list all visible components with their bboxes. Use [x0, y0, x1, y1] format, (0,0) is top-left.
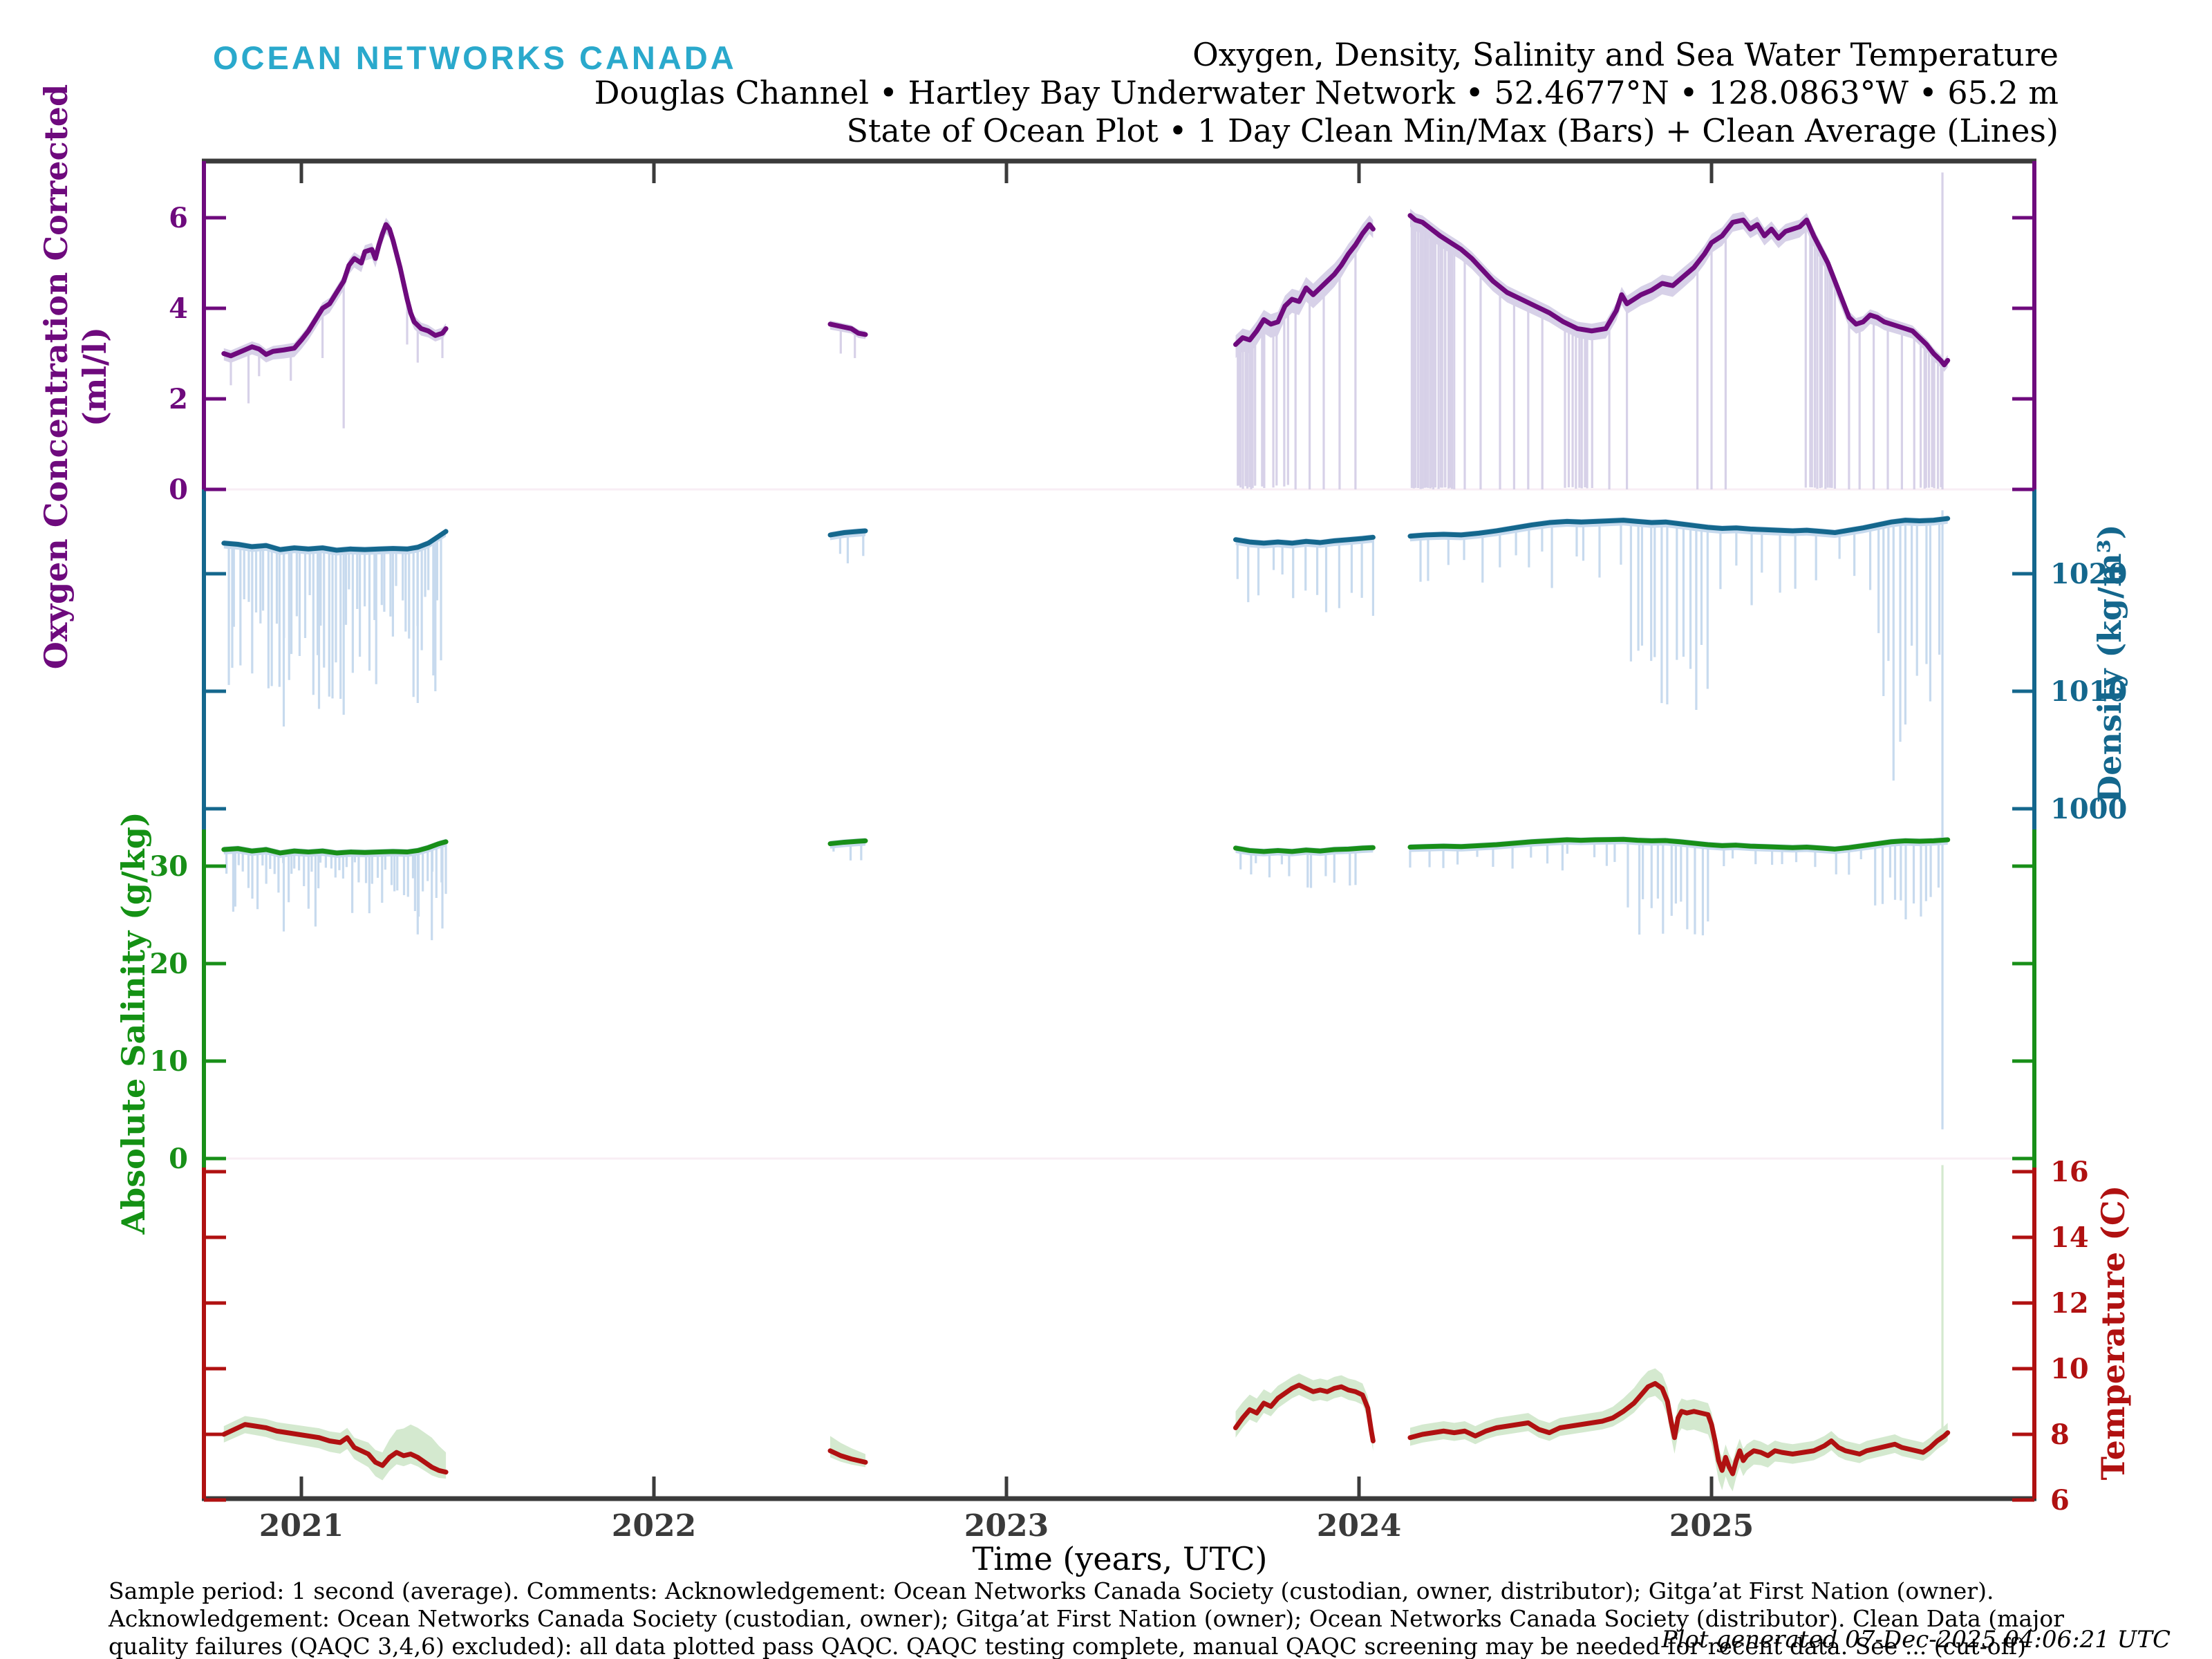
footer-line-1: Sample period: 1 second (average). Comme… — [109, 1577, 1994, 1604]
density-tick-label: 1010 — [2050, 675, 2127, 708]
plot-data-area — [204, 172, 2034, 1492]
temperature-tick-label: 14 — [2050, 1221, 2089, 1254]
axis-ticks — [204, 161, 2034, 1502]
oxygen-axis-label: Oxygen Concentration Corrected (ml/l) — [37, 84, 113, 670]
oxygen-tick-label: 4 — [169, 292, 188, 325]
density-average-line — [221, 516, 1951, 553]
salinity-tick-label: 0 — [169, 1143, 188, 1175]
salinity-axis-label: Absolute Salinity (g/kg) — [115, 812, 152, 1235]
temperature-tick-label: 16 — [2050, 1156, 2089, 1188]
plot-generated-timestamp: Plot generated 07-Dec-2025 04:06:21 UTC — [1661, 1626, 2171, 1653]
density-minmax-bars — [227, 510, 1944, 838]
temperature-axis-label: Temperature (C) — [2094, 1185, 2132, 1481]
temperature-tick-label: 8 — [2050, 1418, 2070, 1451]
footer-comments: Sample period: 1 second (average). Comme… — [109, 1577, 2064, 1659]
oxygen-minmax-band — [223, 208, 1948, 372]
oxygen-tick-label: 6 — [169, 202, 188, 234]
year-tick-label: 2022 — [612, 1508, 696, 1544]
salinity-tick-label: 30 — [149, 850, 188, 883]
title-line-2: Douglas Channel • Hartley Bay Underwater… — [594, 74, 2059, 111]
title-block: Oxygen, Density, Salinity and Sea Water … — [594, 36, 2059, 150]
onc-logo: OCEAN NETWORKS CANADA — [213, 39, 737, 76]
salinity-tick-label: 10 — [149, 1045, 188, 1078]
year-tick-label: 2025 — [1669, 1508, 1754, 1544]
density-tick-label: 1000 — [2050, 793, 2127, 825]
footer-line-3: quality failures (QAQC 3,4,6) excluded):… — [109, 1633, 2026, 1659]
zero-reference-lines — [204, 488, 2034, 1160]
temperature-average-line — [221, 1380, 1951, 1477]
density-axis-label: Density (kg/m³) — [2091, 524, 2128, 803]
salinity-minmax-bars — [225, 834, 1944, 1130]
oxygen-average-line — [221, 213, 1951, 368]
title-line-3: State of Ocean Plot • 1 Day Clean Min/Ma… — [846, 112, 2059, 149]
oxygen-minmax-bars — [229, 172, 1944, 489]
temperature-tick-label: 10 — [2050, 1353, 2089, 1385]
temperature-tick-label: 6 — [2050, 1484, 2070, 1517]
year-tick-label: 2023 — [964, 1508, 1049, 1544]
title-line-1: Oxygen, Density, Salinity and Sea Water … — [1192, 36, 2059, 73]
salinity-average-line — [221, 836, 1951, 856]
year-tick-label: 2024 — [1317, 1508, 1401, 1544]
salinity-minmax-band — [223, 836, 1948, 859]
oxygen-tick-label: 0 — [169, 474, 188, 506]
temperature-minmax-band — [223, 1368, 1948, 1492]
year-tick-label: 2021 — [259, 1508, 344, 1544]
density-tick-label: 1020 — [2050, 558, 2127, 590]
temperature-tick-label: 12 — [2050, 1287, 2089, 1320]
oxygen-tick-label: 2 — [169, 383, 188, 415]
density-minmax-band — [223, 515, 1948, 556]
x-axis-label: Time (years, UTC) — [972, 1540, 1268, 1577]
salinity-tick-label: 20 — [149, 948, 188, 980]
plot-frame — [202, 158, 2036, 1501]
footer-line-2: Acknowledgement: Ocean Networks Canada S… — [109, 1605, 2065, 1632]
axis-tick-labels: 0 2 4 6 1020 1010 1000 30 20 10 0 16 14 12 10 8 6 2021 202… — [149, 202, 2127, 1544]
